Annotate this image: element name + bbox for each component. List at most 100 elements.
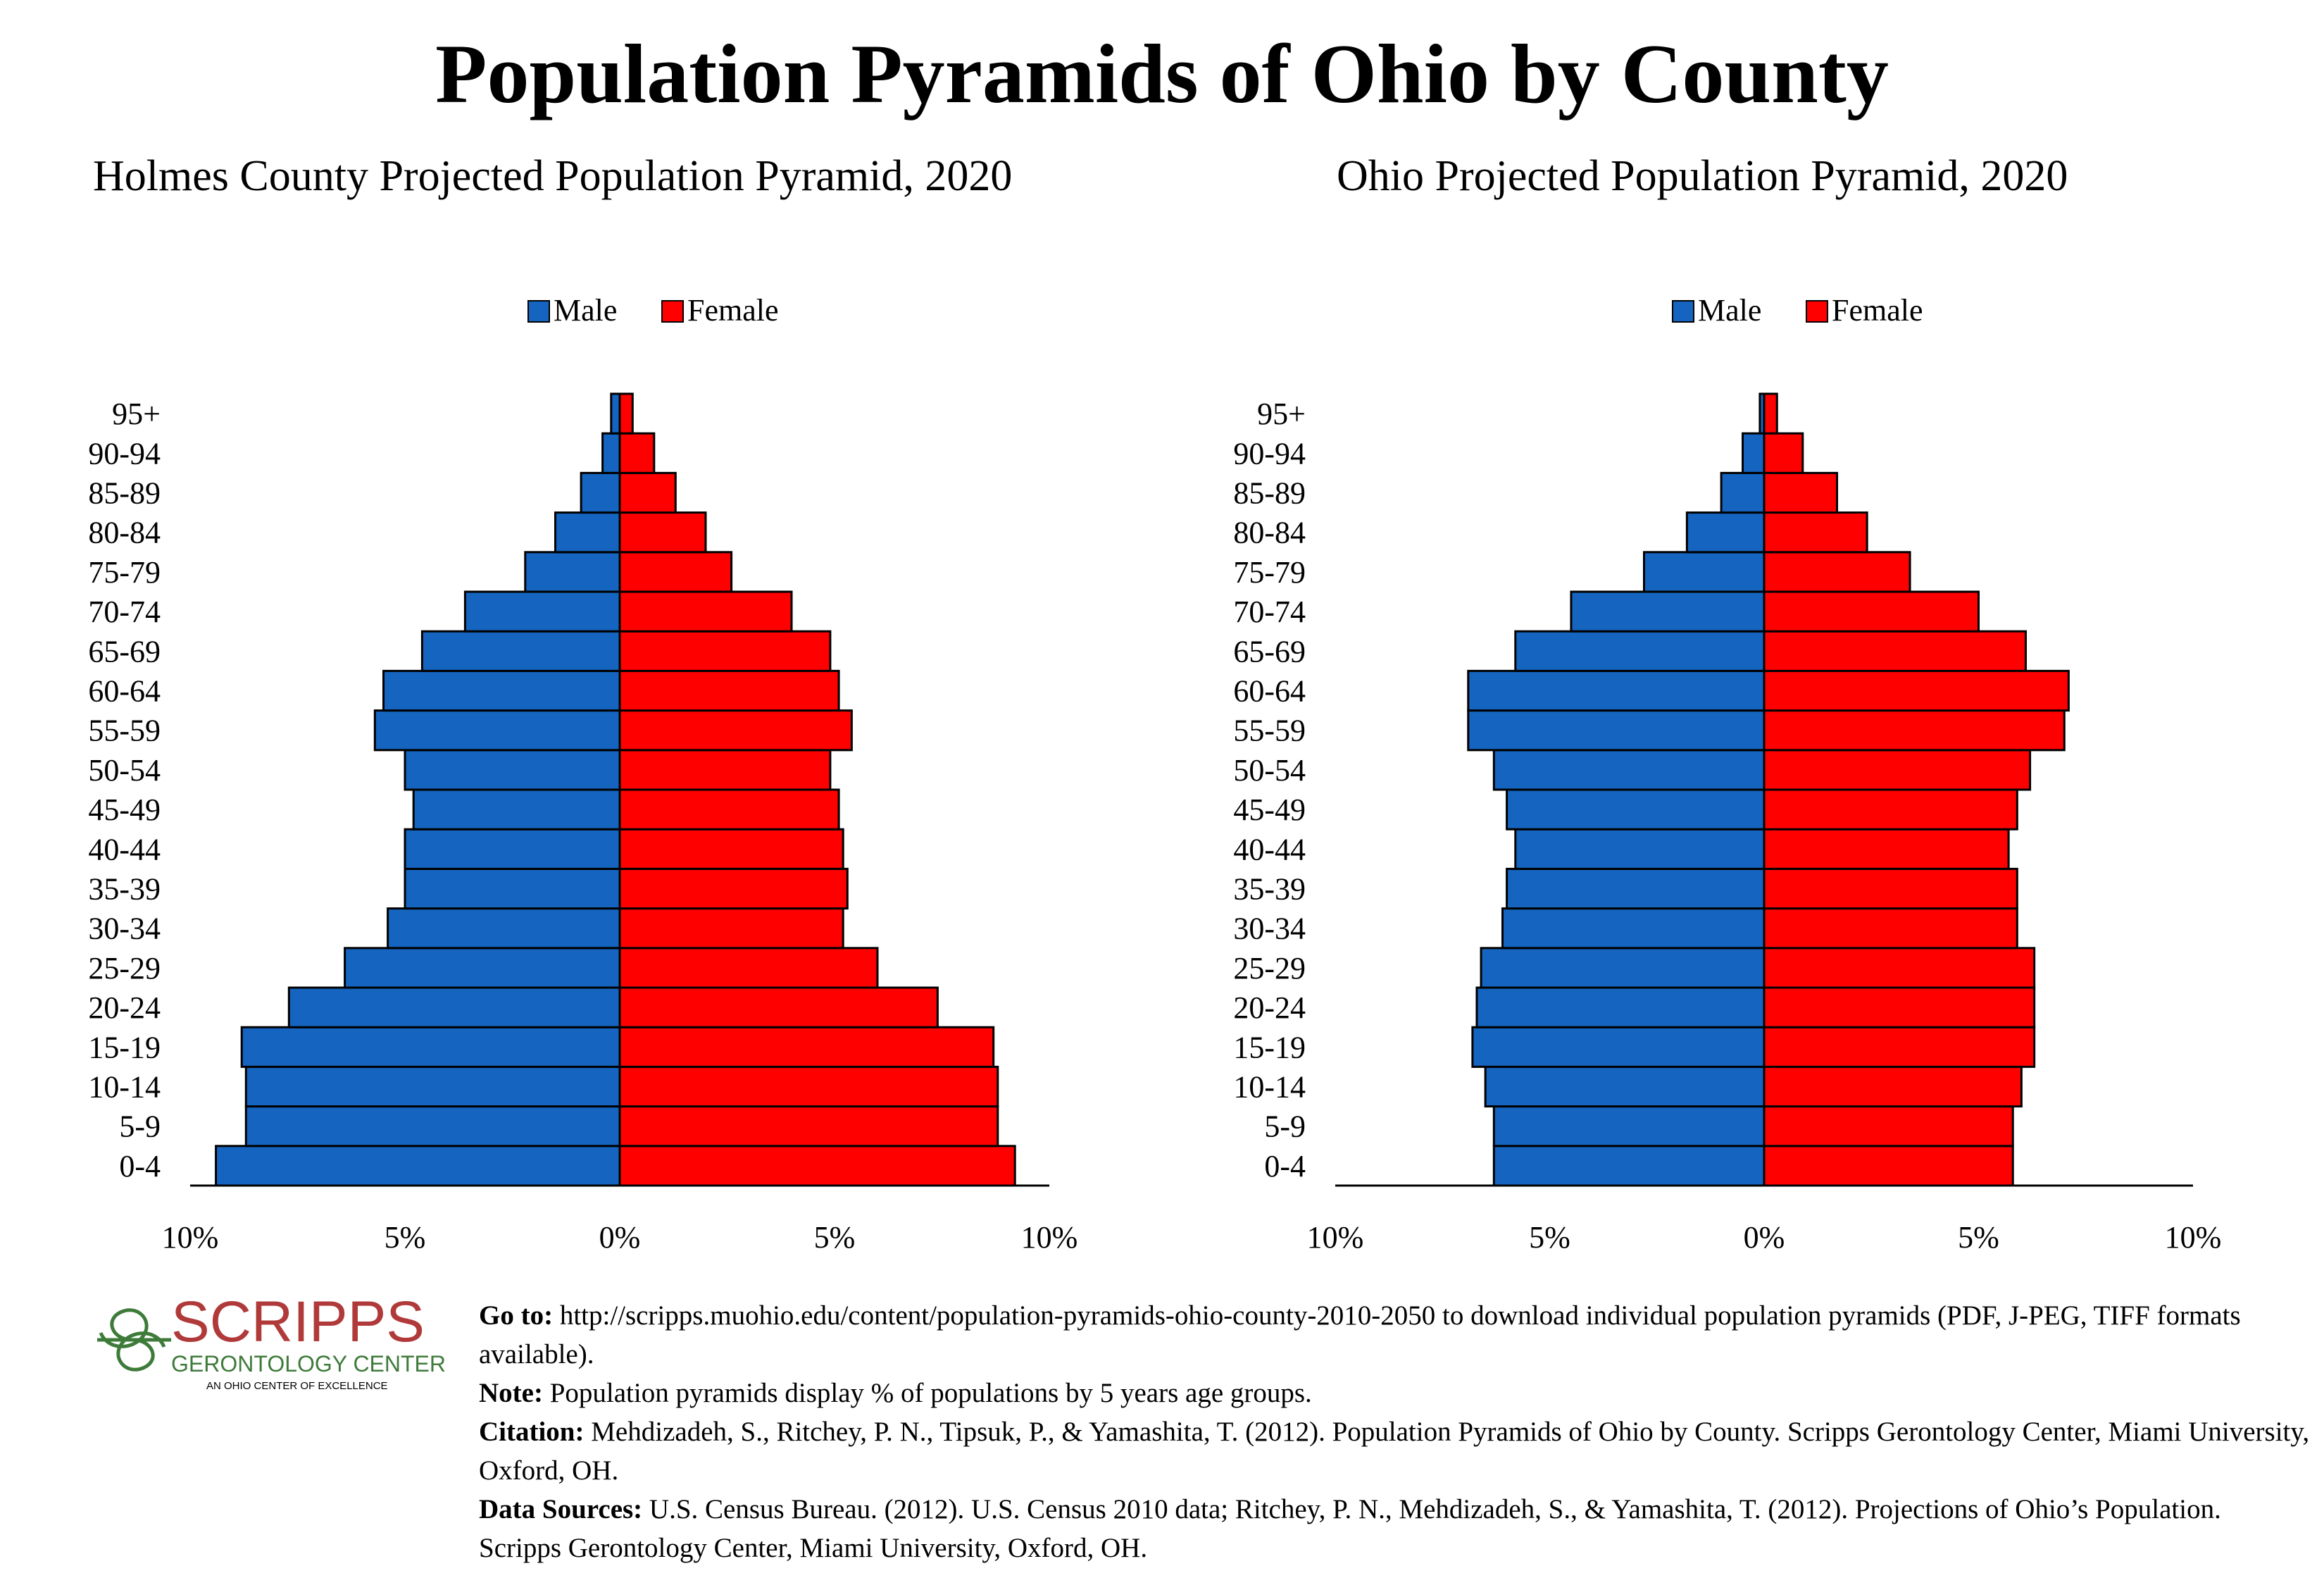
note-line: Note: Population pyramids display % of p… bbox=[479, 1374, 2310, 1412]
male-bar-30-34 bbox=[387, 907, 621, 950]
female-bar-5-9 bbox=[1763, 1105, 2014, 1148]
female-bar-95+ bbox=[1763, 392, 1778, 435]
female-bar-25-29 bbox=[618, 947, 879, 989]
male-bar-15-19 bbox=[1471, 1026, 1766, 1068]
age-tick-label: 85-89 bbox=[88, 476, 161, 511]
goto-text: http://scripps.muohio.edu/content/popula… bbox=[479, 1300, 2241, 1369]
male-bar-20-24 bbox=[287, 986, 621, 1028]
age-tick-label: 15-19 bbox=[88, 1030, 161, 1064]
age-tick-label: 45-49 bbox=[88, 792, 161, 827]
male-bar-60-64 bbox=[1467, 669, 1766, 712]
notes-block: Go to: http://scripps.muohio.edu/content… bbox=[479, 1296, 2310, 1567]
male-bar-95+ bbox=[610, 392, 621, 435]
female-bar-0-4 bbox=[618, 1145, 1016, 1187]
male-bar-80-84 bbox=[1685, 511, 1766, 554]
x-tick-label: 0% bbox=[1744, 1220, 1785, 1255]
age-tick-label: 25-29 bbox=[88, 951, 161, 986]
female-bar-10-14 bbox=[1763, 1065, 2023, 1108]
age-tick-label: 75-79 bbox=[1233, 555, 1306, 590]
age-tick-label: 5-9 bbox=[119, 1110, 161, 1144]
female-bar-20-24 bbox=[618, 986, 939, 1028]
male-bar-75-79 bbox=[1642, 551, 1766, 593]
male-bar-40-44 bbox=[404, 828, 621, 870]
age-tick-label: 40-44 bbox=[1233, 832, 1306, 866]
age-tick-label: 25-29 bbox=[1233, 951, 1306, 986]
female-bar-75-79 bbox=[618, 551, 733, 593]
x-tick-label: 10% bbox=[1021, 1220, 1078, 1255]
female-bar-60-64 bbox=[1763, 669, 2070, 712]
goto-note: Go to: http://scripps.muohio.edu/content… bbox=[479, 1296, 2310, 1374]
male-bar-30-34 bbox=[1501, 907, 1766, 950]
age-tick-label: 55-59 bbox=[1233, 714, 1306, 748]
scripps-logo: SCRIPPS GERONTOLOGY CENTER AN OHIO CENTE… bbox=[97, 1290, 446, 1392]
male-bar-35-39 bbox=[1506, 867, 1766, 910]
legend-swatch-male bbox=[1672, 300, 1694, 323]
female-bar-95+ bbox=[618, 392, 634, 435]
x-tick-label: 5% bbox=[385, 1220, 426, 1255]
male-bar-0-4 bbox=[1492, 1145, 1766, 1187]
age-tick-label: 70-74 bbox=[1233, 595, 1306, 629]
male-bar-25-29 bbox=[1480, 947, 1766, 989]
legend-swatch-female bbox=[661, 300, 684, 323]
female-bar-70-74 bbox=[618, 590, 793, 633]
male-bar-5-9 bbox=[244, 1105, 621, 1148]
logo-subtitle: GERONTOLOGY CENTER bbox=[171, 1351, 446, 1376]
male-bar-70-74 bbox=[463, 590, 621, 633]
female-bar-20-24 bbox=[1763, 986, 2036, 1028]
legend-swatch-female bbox=[1806, 300, 1828, 323]
sources-label: Data Sources: bbox=[479, 1494, 643, 1524]
citation-line: Citation: Mehdizadeh, S., Ritchey, P. N.… bbox=[479, 1412, 2310, 1490]
goto-label: Go to: bbox=[479, 1300, 554, 1331]
female-bar-90-94 bbox=[1763, 432, 1804, 474]
age-tick-label: 95+ bbox=[1257, 397, 1306, 431]
female-bar-30-34 bbox=[1763, 907, 2018, 950]
female-bar-45-49 bbox=[618, 788, 840, 831]
x-tick-label: 5% bbox=[1958, 1220, 1999, 1255]
male-bar-5-9 bbox=[1492, 1105, 1766, 1148]
female-bar-80-84 bbox=[618, 511, 707, 554]
age-tick-label: 75-79 bbox=[88, 555, 161, 590]
male-bar-50-54 bbox=[1492, 749, 1766, 791]
x-tick-label: 5% bbox=[1529, 1220, 1570, 1255]
female-bar-50-54 bbox=[1763, 749, 2032, 791]
age-tick-label: 65-69 bbox=[88, 634, 161, 669]
male-bar-45-49 bbox=[412, 788, 621, 831]
male-bar-45-49 bbox=[1506, 788, 1766, 831]
age-tick-label: 20-24 bbox=[1233, 990, 1306, 1025]
female-bar-0-4 bbox=[1763, 1145, 2014, 1187]
age-tick-label: 50-54 bbox=[88, 753, 161, 788]
age-tick-label: 40-44 bbox=[88, 832, 161, 866]
age-tick-label: 60-64 bbox=[1233, 674, 1306, 709]
x-tick-label: 5% bbox=[814, 1220, 856, 1255]
female-bar-15-19 bbox=[1763, 1026, 2036, 1068]
male-bar-0-4 bbox=[215, 1145, 621, 1187]
female-bar-25-29 bbox=[1763, 947, 2036, 989]
age-tick-label: 80-84 bbox=[88, 516, 161, 550]
age-tick-label: 70-74 bbox=[88, 595, 161, 629]
male-bar-10-14 bbox=[1484, 1065, 1766, 1108]
female-bar-70-74 bbox=[1763, 590, 1980, 633]
male-bar-60-64 bbox=[382, 669, 621, 712]
male-bar-80-84 bbox=[554, 511, 621, 554]
citation-label: Citation: bbox=[479, 1417, 585, 1447]
swirl-icon bbox=[97, 1308, 171, 1372]
x-tick-label: 10% bbox=[2165, 1220, 2222, 1255]
sources-text: U.S. Census Bureau. (2012). U.S. Census … bbox=[479, 1494, 2221, 1563]
logo-name: SCRIPPS bbox=[171, 1290, 425, 1354]
male-bar-85-89 bbox=[580, 471, 621, 514]
x-tick-label: 10% bbox=[1307, 1220, 1364, 1255]
female-bar-80-84 bbox=[1763, 511, 1868, 554]
male-bar-65-69 bbox=[420, 630, 621, 672]
female-bar-65-69 bbox=[1763, 630, 2027, 672]
age-tick-label: 5-9 bbox=[1264, 1110, 1306, 1144]
age-tick-label: 15-19 bbox=[1233, 1030, 1306, 1064]
age-tick-label: 85-89 bbox=[1233, 476, 1306, 511]
male-bar-90-94 bbox=[1742, 432, 1766, 474]
age-tick-label: 55-59 bbox=[88, 714, 161, 748]
female-bar-35-39 bbox=[618, 867, 849, 910]
female-bar-85-89 bbox=[618, 471, 677, 514]
age-tick-label: 30-34 bbox=[88, 912, 161, 946]
legend-label-male: Male bbox=[1698, 293, 1761, 328]
female-bar-55-59 bbox=[618, 709, 853, 752]
sources-line: Data Sources: U.S. Census Bureau. (2012)… bbox=[479, 1490, 2310, 1567]
